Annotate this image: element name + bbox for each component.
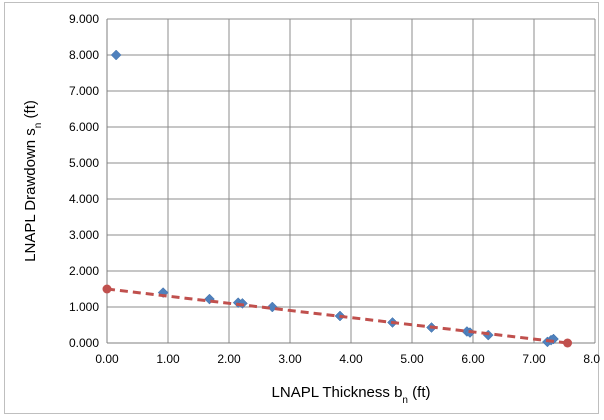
x-tick-label: 8.00 (583, 352, 600, 366)
y-tick-label: 1.000 (69, 300, 99, 314)
series-1 (102, 284, 573, 348)
x-tick-label: 7.00 (522, 352, 546, 366)
scatter-chart: 0.00 1.00 2.00 3.00 4.00 5.00 6.00 7.00 8.00 0.00… (22, 12, 604, 406)
x-tick-label: 1.00 (156, 352, 180, 366)
x-tick-label: 5.00 (400, 352, 424, 366)
y-tick-label: 2.000 (69, 264, 99, 278)
tick-labels: 0.00 1.00 2.00 3.00 4.00 5.00 6.00 7.00 8.00 0.00… (69, 12, 604, 366)
y-tick-label: 9.000 (69, 12, 99, 26)
chart-frame: 0.00 1.00 2.00 3.00 4.00 5.00 6.00 7.00 8.00 0.00… (4, 2, 604, 414)
y-tick-label: 7.000 (69, 84, 99, 98)
x-axis-title: LNAPL Thickness bn (ft) (272, 384, 431, 406)
y-axis-title: LNAPL Drawdown sn (ft) (22, 100, 44, 262)
y-axis-title-subscript: n (33, 123, 44, 129)
data-series (102, 49, 573, 348)
y-axis-title-suffix: (ft) (22, 100, 39, 123)
x-tick-label: 3.00 (278, 352, 302, 366)
trend-endpoint (102, 284, 112, 294)
grid (106, 18, 596, 344)
x-axis-title-main: LNAPL Thickness b (272, 384, 403, 401)
y-tick-label: 8.000 (69, 48, 99, 62)
x-tick-label: 6.00 (461, 352, 485, 366)
x-axis-title-subscript: n (402, 395, 408, 406)
y-axis-title-main: LNAPL Drawdown s (22, 128, 39, 262)
x-axis-title-suffix: (ft) (408, 384, 431, 401)
y-tick-label: 0.000 (69, 336, 99, 350)
data-point (110, 49, 122, 61)
trend-endpoint (563, 338, 573, 348)
x-tick-label: 0.00 (95, 352, 119, 366)
x-tick-label: 4.00 (339, 352, 363, 366)
y-tick-label: 5.000 (69, 156, 99, 170)
x-tick-label: 2.00 (217, 352, 241, 366)
y-tick-label: 4.000 (69, 192, 99, 206)
y-tick-label: 6.000 (69, 120, 99, 134)
y-tick-label: 3.000 (69, 228, 99, 242)
